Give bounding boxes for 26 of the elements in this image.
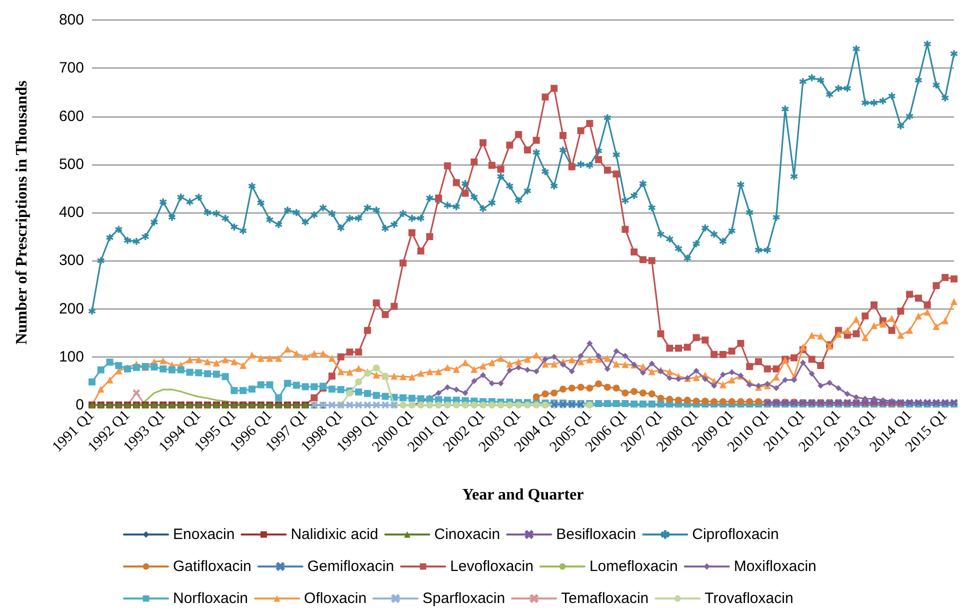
y-axis-title: Number of Prescriptions in Thousands	[14, 80, 30, 345]
y-tick-label: 800	[58, 12, 84, 28]
y-tick-label: 0	[76, 396, 84, 414]
y-tick-label: 600	[58, 108, 84, 125]
y-tick-label: 100	[58, 348, 84, 366]
legend-label: Enoxacin	[173, 526, 235, 543]
legend-label: Gatifloxacin	[173, 558, 252, 575]
legend-label: Trovafloxacin	[704, 590, 794, 607]
legend-label: Besifloxacin	[556, 526, 636, 543]
x-axis-title: Year and Quarter	[462, 486, 584, 504]
legend-label: Moxifloxacin	[734, 558, 816, 575]
y-tick-label: 300	[58, 252, 84, 270]
legend-label: Ciprofloxacin	[692, 526, 779, 543]
y-tick-label: 700	[58, 60, 84, 77]
legend-label: Ofloxacin	[304, 590, 367, 607]
y-tick-label: 500	[58, 156, 84, 173]
legend-label: Cinoxacin	[434, 526, 500, 543]
legend-label: Norfloxacin	[173, 590, 248, 607]
y-tick-label: 400	[58, 204, 84, 221]
legend-label: Sparfloxacin	[422, 590, 506, 607]
legend-label: Levofloxacin	[450, 558, 534, 575]
y-tick-label: 200	[58, 300, 84, 318]
legend-label: Gemifloxacin	[307, 558, 394, 575]
legend-label: Nalidixic acid	[290, 526, 378, 543]
legend-label: Lomefloxacin	[589, 558, 678, 575]
legend-label: Temafloxacin	[561, 590, 649, 607]
